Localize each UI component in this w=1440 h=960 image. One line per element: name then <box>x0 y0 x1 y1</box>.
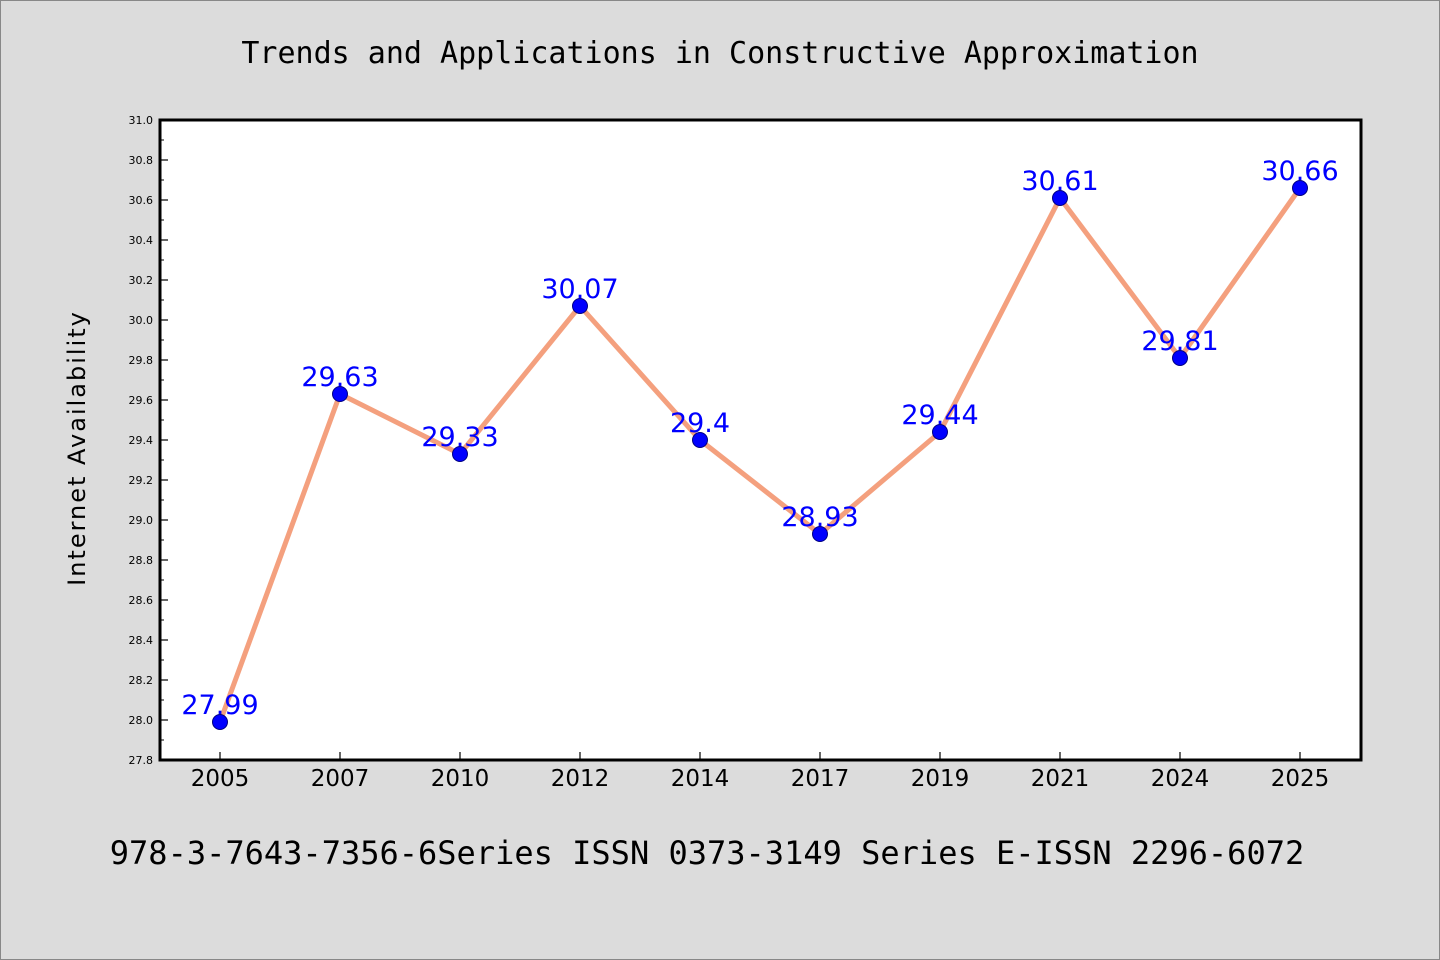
data-label: 30.61 <box>1021 166 1098 197</box>
y-tick-label: 28.8 <box>129 554 154 567</box>
y-tick-label: 29.6 <box>129 394 154 407</box>
y-tick-label: 31.0 <box>129 114 154 127</box>
y-tick-label: 28.6 <box>129 594 154 607</box>
data-label: 30.66 <box>1261 156 1338 187</box>
data-label: 29.81 <box>1141 326 1218 357</box>
x-tick-label: 2021 <box>1031 766 1090 792</box>
data-point <box>932 424 948 440</box>
data-point <box>812 526 828 542</box>
y-tick-label: 30.8 <box>129 154 154 167</box>
x-tick-label: 2007 <box>311 766 370 792</box>
x-tick-label: 2012 <box>551 766 610 792</box>
y-axis-label: Internet Availability <box>63 310 91 586</box>
data-point <box>1292 180 1308 196</box>
plot-area <box>158 118 1363 762</box>
x-tick-label: 2010 <box>431 766 490 792</box>
data-label: 29.33 <box>421 422 498 453</box>
data-point <box>212 714 228 730</box>
y-tick-label: 29.2 <box>129 474 154 487</box>
data-markers <box>212 180 1308 730</box>
data-point <box>1052 190 1068 206</box>
x-tick-label: 2019 <box>911 766 970 792</box>
data-point <box>332 386 348 402</box>
data-labels: 27.99 29.63 29.33 30.07 29.4 28.93 29.44 30.61 2… <box>181 156 1338 721</box>
y-tick-label: 28.0 <box>129 714 154 727</box>
y-tick-label: 30.4 <box>129 234 154 247</box>
series-line <box>217 185 1303 725</box>
x-tick-label: 2005 <box>191 766 250 792</box>
y-tick-label: 29.8 <box>129 354 154 367</box>
series-line-group <box>217 185 1303 725</box>
y-axis-ticks: 27.8 28.0 28.2 28.4 28.6 28.8 29.0 29.2 29.4 29.6… <box>129 114 168 767</box>
data-label: 27.99 <box>181 690 258 721</box>
y-tick-label: 30.6 <box>129 194 154 207</box>
y-tick-label: 30.0 <box>129 314 154 327</box>
footer-isbn-text: 978-3-7643-7356-6Series ISSN 0373-3149 S… <box>110 834 1304 872</box>
data-point <box>692 432 708 448</box>
x-tick-label: 2025 <box>1271 766 1330 792</box>
y-tick-label: 27.8 <box>129 754 154 767</box>
y-tick-label: 28.4 <box>129 634 154 647</box>
x-axis-ticks: 2005 2007 2010 2012 2014 2017 2019 2021 2024 2025 <box>191 752 1330 792</box>
data-label: 29.4 <box>670 408 730 439</box>
y-tick-label: 29.0 <box>129 514 154 527</box>
data-label: 30.07 <box>541 274 618 305</box>
data-label: 29.44 <box>901 400 978 431</box>
y-tick-label: 29.4 <box>129 434 154 447</box>
x-tick-label: 2014 <box>671 766 730 792</box>
x-tick-label: 2017 <box>791 766 850 792</box>
data-label: 29.63 <box>301 362 378 393</box>
y-tick-label: 30.2 <box>129 274 154 287</box>
data-point <box>572 298 588 314</box>
data-label: 28.93 <box>781 502 858 533</box>
data-point <box>1172 350 1188 366</box>
x-tick-label: 2024 <box>1151 766 1210 792</box>
data-point <box>452 446 468 462</box>
chart-title: Trends and Applications in Constructive … <box>241 36 1198 71</box>
y-tick-label: 28.2 <box>129 674 154 687</box>
